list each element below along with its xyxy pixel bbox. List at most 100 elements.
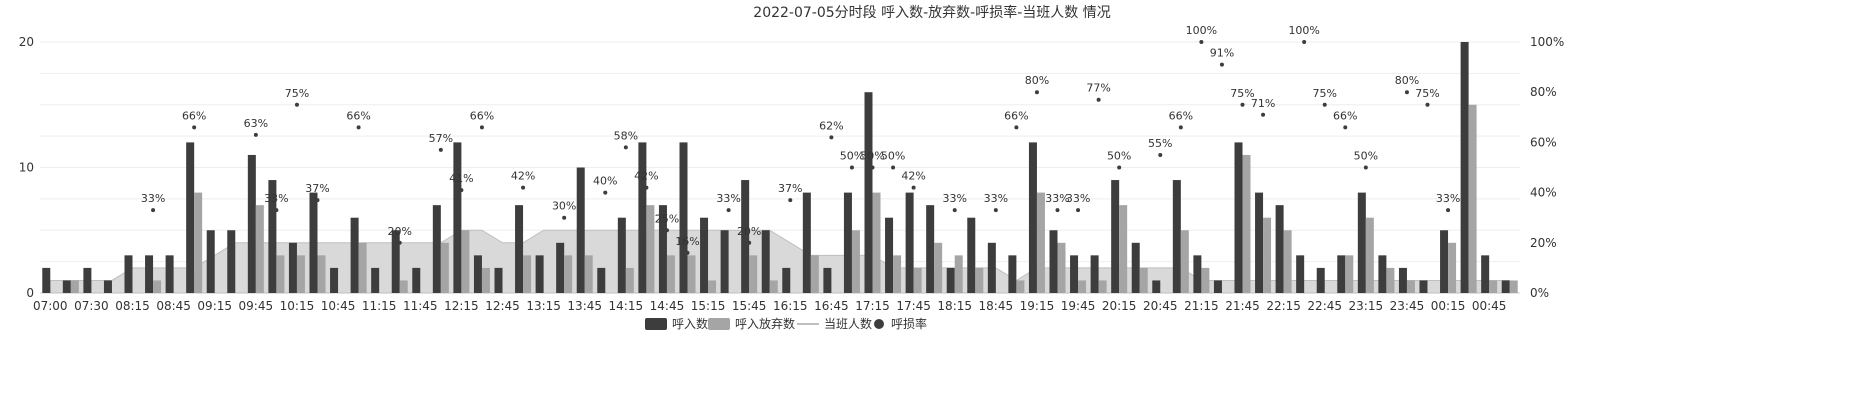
inbound-bar — [720, 230, 729, 293]
abandoned-bar — [810, 255, 819, 293]
loss-rate-label: 25% — [655, 212, 679, 225]
y-right-tick-label: 20% — [1530, 236, 1557, 250]
inbound-bar — [350, 217, 359, 293]
inbound-bar — [494, 267, 503, 293]
y-left-tick-label: 20 — [19, 35, 34, 49]
inbound-bar — [247, 154, 256, 293]
loss-rate-point — [192, 125, 197, 130]
loss-rate-point — [1076, 208, 1081, 213]
inbound-bar — [309, 192, 318, 293]
abandoned-bar — [255, 205, 264, 293]
legend[interactable]: 呼入数 呼入放弃数 当班人数 呼损率 — [645, 316, 927, 331]
abandoned-bar — [1283, 230, 1292, 293]
abandoned-bar — [1468, 104, 1477, 293]
abandoned-bar — [584, 255, 593, 293]
loss-rate-label: 16% — [675, 235, 699, 248]
loss-rate-point — [397, 240, 402, 245]
loss-rate-point — [911, 185, 916, 190]
y-left-tick-label: 10 — [19, 161, 34, 175]
abandoned-bar — [1242, 154, 1251, 293]
abandoned-bar — [666, 255, 675, 293]
abandoned-bar — [461, 230, 470, 293]
loss-rate-label: 42% — [511, 170, 535, 183]
inbound-bar — [288, 242, 297, 293]
abandoned-bar — [1406, 280, 1415, 293]
loss-rate-label: 40% — [593, 175, 617, 188]
legend-item[interactable]: 呼入数 — [645, 316, 708, 331]
loss-rate-label: 42% — [901, 170, 925, 183]
abandoned-bar — [913, 267, 922, 293]
x-tick-label: 20:45 — [1143, 299, 1178, 313]
loss-rate-point — [438, 147, 443, 152]
loss-rate-label: 33% — [264, 192, 288, 205]
inbound-bar — [1378, 255, 1387, 293]
legend-item[interactable]: 呼入放弃数 — [708, 316, 795, 331]
legend-item[interactable]: 当班人数 — [797, 316, 872, 331]
loss-rate-point — [1343, 125, 1348, 130]
loss-rate-label: 75% — [1415, 87, 1439, 100]
inbound-bar — [1440, 230, 1449, 293]
inbound-bar — [658, 205, 667, 293]
inbound-bar — [576, 167, 585, 293]
abandoned-bar — [769, 280, 778, 293]
loss-rate-point — [1240, 102, 1245, 107]
legend-label: 当班人数 — [824, 316, 872, 331]
abandoned-bar — [1263, 217, 1272, 293]
loss-rate-point — [1199, 40, 1204, 44]
x-tick-label: 22:45 — [1307, 299, 1342, 313]
loss-rate-label: 20% — [737, 225, 761, 238]
loss-rate-point — [644, 185, 649, 190]
abandoned-bar — [1057, 242, 1066, 293]
loss-rate-label: 75% — [285, 87, 309, 100]
loss-rate-label: 33% — [716, 192, 740, 205]
inbound-bar — [42, 267, 51, 293]
loss-rate-point — [747, 240, 752, 245]
x-tick-label: 00:45 — [1472, 299, 1507, 313]
abandoned-bar — [440, 242, 449, 293]
inbound-bar — [1275, 205, 1284, 293]
loss-rate-label: 75% — [1230, 87, 1254, 100]
y-right-tick-label: 80% — [1530, 85, 1557, 99]
axes: 0 10 20 0% 20% 40% 60% 80% 100% 07:00 07:30 08:15 08… — [19, 35, 1565, 313]
x-tick-label: 14:45 — [650, 299, 685, 313]
loss-rate-label: 100% — [1288, 24, 1319, 37]
inbound-bar — [62, 280, 71, 293]
loss-rate-point — [274, 208, 279, 213]
loss-rate-label: 66% — [1333, 109, 1357, 122]
abandoned-bar — [872, 192, 881, 293]
x-tick-label: 18:45 — [979, 299, 1014, 313]
inbound-bar — [1008, 255, 1017, 293]
inbound-bar — [843, 192, 852, 293]
legend-item[interactable]: 呼损率 — [874, 316, 927, 331]
loss-rate-label: 33% — [1066, 192, 1090, 205]
loss-rate-point — [294, 102, 299, 107]
loss-rate-point — [849, 165, 854, 170]
loss-rate-point — [952, 208, 957, 213]
abandoned-bar — [1489, 280, 1498, 293]
x-tick-label: 23:15 — [1349, 299, 1384, 313]
inbound-bar — [145, 255, 154, 293]
loss-rate-label: 66% — [1169, 109, 1193, 122]
loss-rate-label: 62% — [819, 119, 843, 132]
abandoned-bar — [1509, 280, 1518, 293]
y-right-tick-label: 40% — [1530, 186, 1557, 200]
inbound-bar — [1111, 180, 1120, 293]
inbound-bar — [1316, 267, 1325, 293]
loss-rate-point — [562, 215, 567, 220]
x-tick-label: 11:45 — [403, 299, 438, 313]
inbound-bar — [1419, 280, 1428, 293]
legend-label: 呼入数 — [672, 316, 708, 331]
abandoned-bar — [1119, 205, 1128, 293]
loss-rate-label: 100% — [1186, 24, 1217, 37]
loss-rate-point — [1322, 102, 1327, 107]
loss-rate-label: 33% — [1436, 192, 1460, 205]
abandoned-bar — [1201, 267, 1210, 293]
loss-rate-label: 50% — [1107, 150, 1131, 163]
loss-rate-point — [1158, 152, 1163, 157]
abandoned-bar — [399, 280, 408, 293]
loss-rate-label: 77% — [1086, 82, 1110, 95]
loss-rate-point — [151, 208, 156, 213]
inbound-bar — [515, 205, 524, 293]
legend-swatch — [645, 318, 667, 330]
loss-rate-label: 63% — [244, 117, 268, 130]
